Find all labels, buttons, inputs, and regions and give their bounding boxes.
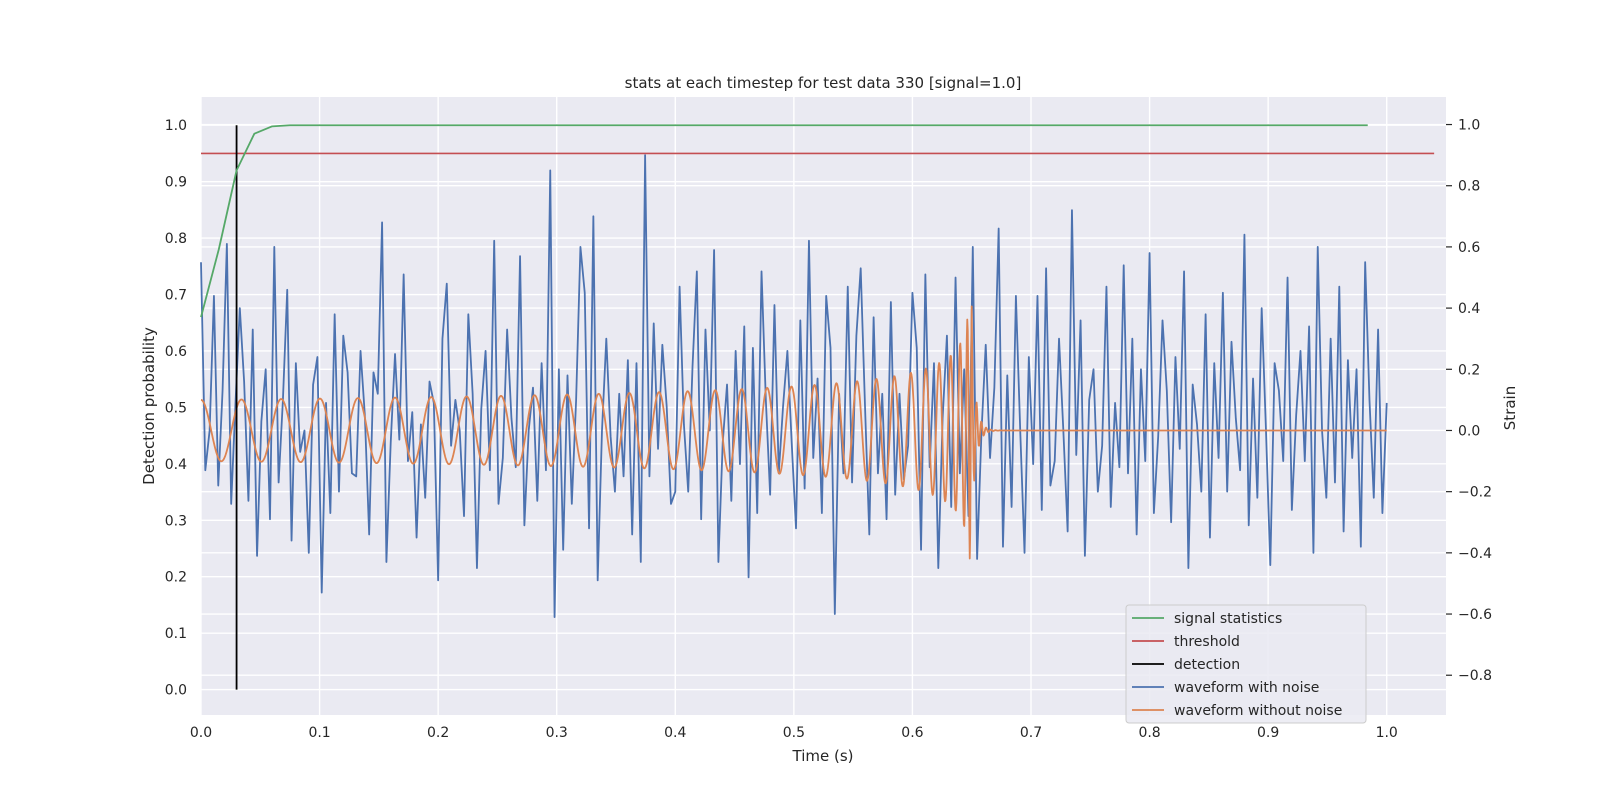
x-tick-label: 0.2 bbox=[427, 725, 449, 741]
y-tick-label: 0.3 bbox=[165, 513, 187, 529]
y2-axis-label: Strain bbox=[1501, 386, 1519, 430]
y2-tick-label: 0.0 bbox=[1458, 423, 1480, 439]
x-tick-label: 1.0 bbox=[1376, 725, 1398, 741]
y-tick-label: 0.2 bbox=[165, 570, 187, 586]
chart-title: stats at each timestep for test data 330… bbox=[625, 74, 1022, 92]
y2-tick-label: −0.8 bbox=[1458, 668, 1492, 684]
y2-tick-label: 0.2 bbox=[1458, 362, 1480, 378]
y-tick-label: 0.9 bbox=[165, 175, 187, 191]
x-tick-label: 0.9 bbox=[1257, 725, 1279, 741]
x-tick-label: 0.1 bbox=[308, 725, 330, 741]
series-waveform-without-noise bbox=[200, 305, 1388, 560]
x-axis-label: Time (s) bbox=[792, 747, 854, 765]
y2-tick-label: −0.6 bbox=[1458, 607, 1492, 623]
x-tick-label: 0.8 bbox=[1138, 725, 1160, 741]
axis-ticks: 0.0 0.1 0.2 0.3 0.4 0.5 0.6 0.7 0.8 0.9 1.0 0.0 0.1 0… bbox=[165, 118, 1492, 741]
y2-tick-label: −0.4 bbox=[1458, 546, 1492, 562]
y2-tick-label: 0.6 bbox=[1458, 240, 1480, 256]
legend-box bbox=[1125, 604, 1367, 724]
y-tick-label: 0.7 bbox=[165, 288, 187, 304]
legend-label-signal-statistics: signal statistics bbox=[1174, 611, 1282, 627]
x-tick-label: 0.6 bbox=[901, 725, 923, 741]
y2-tick-label: −0.2 bbox=[1458, 485, 1492, 501]
legend-label-threshold: threshold bbox=[1174, 634, 1240, 650]
legend-label-waveform-with-noise: waveform with noise bbox=[1174, 680, 1319, 696]
x-tick-label: 0.0 bbox=[190, 725, 212, 741]
y2-tick-label: 0.8 bbox=[1458, 179, 1480, 195]
y2-tick-label: 0.4 bbox=[1458, 301, 1480, 317]
y-tick-label: 0.0 bbox=[165, 683, 187, 699]
y-tick-label: 0.4 bbox=[165, 457, 187, 473]
x-tick-label: 0.4 bbox=[664, 725, 686, 741]
y-tick-label: 0.8 bbox=[165, 231, 187, 247]
series-signal-statistics bbox=[200, 124, 1368, 318]
legend-label-waveform-without-noise: waveform without noise bbox=[1174, 703, 1342, 719]
y-tick-label: 1.0 bbox=[165, 118, 187, 134]
y-axis-label: Detection probability bbox=[140, 327, 158, 485]
x-tick-label: 0.5 bbox=[783, 725, 805, 741]
y-tick-label: 0.1 bbox=[165, 626, 187, 642]
y-tick-label: 0.5 bbox=[165, 400, 187, 416]
y2-tick-label: 1.0 bbox=[1458, 118, 1480, 134]
y-tick-label: 0.6 bbox=[165, 344, 187, 360]
plot-area bbox=[200, 124, 1435, 690]
legend: signal statistics threshold detection wa… bbox=[1125, 604, 1367, 724]
series-waveform-with-noise bbox=[200, 154, 1388, 618]
x-tick-label: 0.3 bbox=[546, 725, 568, 741]
x-tick-label: 0.7 bbox=[1020, 725, 1042, 741]
legend-label-detection: detection bbox=[1174, 657, 1240, 673]
